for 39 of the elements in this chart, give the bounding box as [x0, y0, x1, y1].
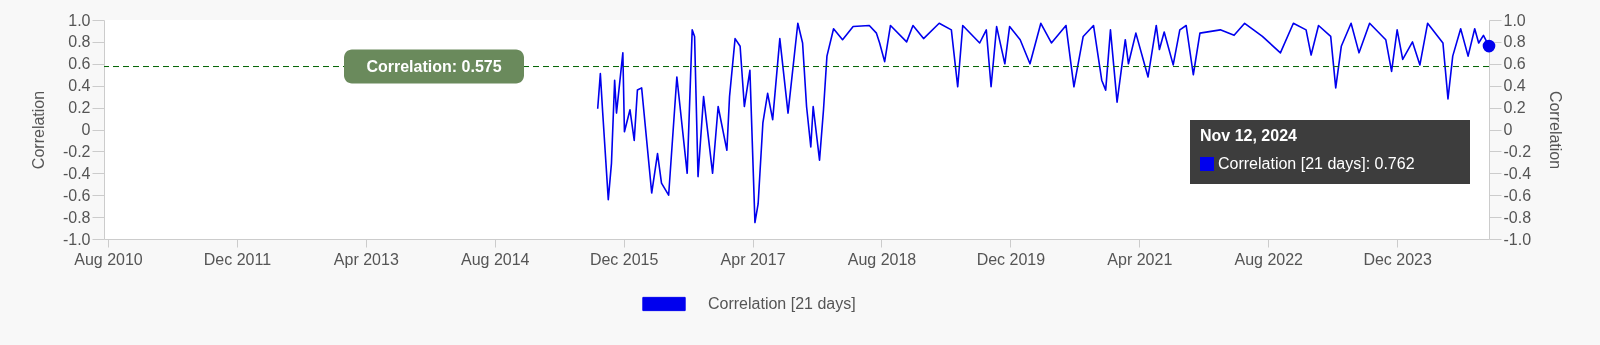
y-tick-label: 0: [81, 121, 91, 138]
y2-tick-label: 0: [1503, 121, 1513, 138]
x-tick-label: Aug 2014: [460, 250, 530, 268]
y-tick-label: 1.0: [68, 11, 91, 29]
y-tick-label: -0.8: [62, 208, 91, 226]
x-tick-label: Apr 2013: [333, 250, 399, 268]
x-tick-label: Apr 2021: [1107, 250, 1173, 268]
y-axis-title: Correlation: [29, 90, 47, 170]
x-tick-label: Aug 2022: [1234, 250, 1304, 268]
y2-tick-label: 0.2: [1503, 99, 1526, 117]
x-tick-label: Aug 2018: [847, 250, 917, 268]
annotation: Correlation [21 days]: 0.762: [1218, 155, 1415, 172]
y-tick-label: 0.4: [68, 77, 91, 95]
y2-tick-label: -0.4: [1503, 164, 1532, 182]
y-tick-label: -0.2: [62, 142, 91, 160]
y2-tick-label: 1.0: [1503, 11, 1526, 29]
y2-axis-title: Correlation: [1547, 90, 1565, 170]
y2-tick-label: 0.4: [1503, 77, 1526, 95]
x-tick-label: Dec 2023: [1363, 250, 1432, 268]
y2-tick-label: -0.2: [1503, 142, 1532, 160]
x-tick-label: Aug 2010: [74, 250, 143, 268]
y-tick-label: -0.6: [62, 186, 91, 204]
x-tick-label: Dec 2019: [976, 250, 1046, 268]
y2-tick-label: -1.0: [1503, 230, 1532, 248]
y-tick-label: 0.2: [68, 99, 91, 117]
x-tick-label: Dec 2015: [589, 250, 659, 268]
y-tick-label: 0.6: [68, 55, 91, 73]
y-tick-label: 0.8: [68, 33, 91, 51]
y2-tick-label: -0.8: [1503, 208, 1532, 226]
y2-tick-label: 0.8: [1503, 33, 1526, 51]
y-tick-label: -1.0: [62, 230, 91, 248]
x-tick-label: Apr 2017: [720, 250, 786, 268]
x-tick-label: Dec 2011: [203, 250, 272, 268]
legend-label: Correlation [21 days]: [708, 295, 856, 312]
y2-tick-label: -0.6: [1503, 186, 1532, 204]
ref-line-label: Correlation: 0.575: [366, 57, 502, 75]
y2-tick-label: 0.6: [1503, 55, 1526, 73]
annotation: Nov 12, 2024: [1200, 127, 1298, 144]
y-tick-label: -0.4: [62, 164, 91, 182]
